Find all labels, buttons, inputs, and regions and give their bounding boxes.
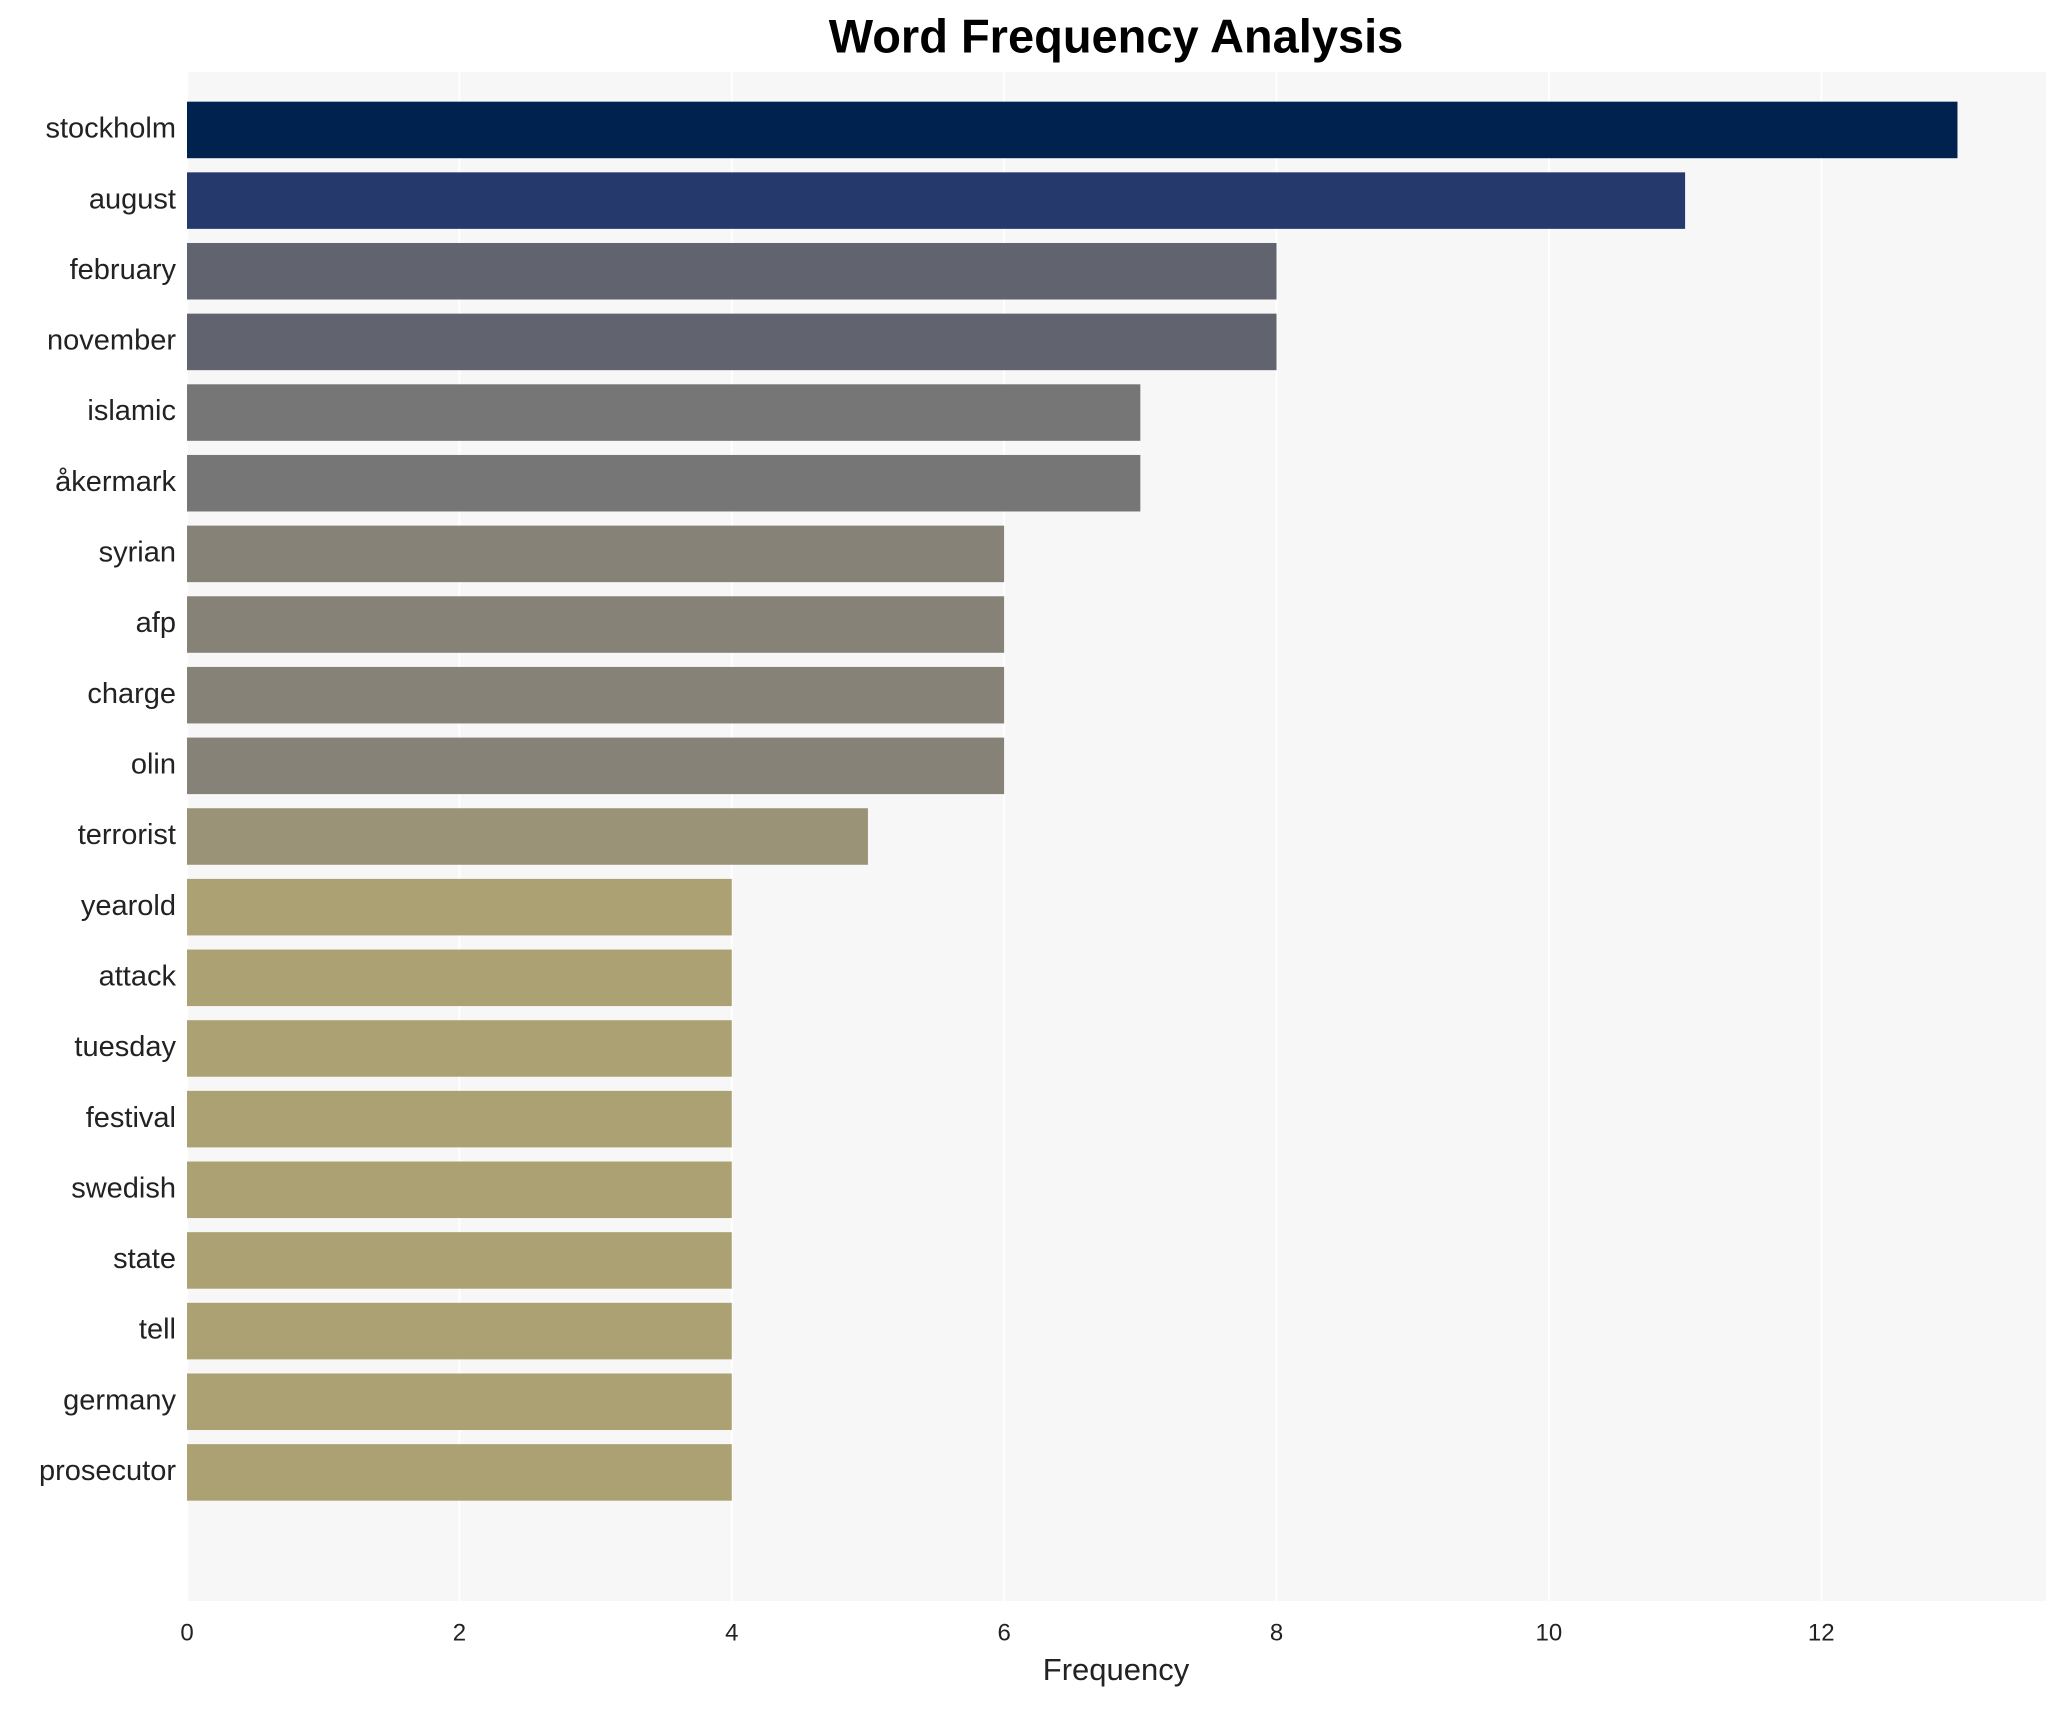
bar [187,172,1686,229]
y-tick-label: november [47,325,176,357]
x-tick-label: 0 [180,1619,193,1646]
bar [187,242,1277,300]
bar [187,1090,732,1148]
bar [187,313,1277,371]
y-tick-label: attack [99,960,177,992]
y-tick-label: terrorist [78,819,176,851]
bar [187,949,732,1007]
y-tick-label: yearold [81,890,176,922]
bar [187,101,1958,159]
y-tick-label: islamic [87,395,176,427]
bar [187,384,1141,441]
x-tick-label: 4 [725,1619,738,1646]
bar [187,1444,732,1501]
y-tick-label: syrian [99,537,176,569]
y-tick-label: swedish [71,1172,176,1204]
y-tick-label: olin [131,749,176,781]
y-tick-label: charge [87,678,176,710]
y-tick-label: afp [136,607,176,639]
bar [187,808,868,865]
bar [187,1232,732,1289]
bar [187,454,1141,512]
bar [187,1020,732,1077]
chart-title: Word Frequency Analysis [829,9,1404,62]
y-tick-label: festival [86,1102,176,1134]
bar [187,878,732,936]
y-tick-label: state [113,1243,176,1275]
y-tick-label: august [89,183,176,215]
x-tick-label: 6 [997,1619,1010,1646]
x-axis-label: Frequency [1043,1652,1190,1687]
x-tick-label: 12 [1808,1619,1835,1646]
y-tick-label: stockholm [45,113,176,145]
bar [187,737,1005,795]
bar [187,525,1005,583]
x-tick-label: 10 [1536,1619,1563,1646]
bar [187,666,1005,724]
y-tick-label: february [70,254,177,286]
x-tick-label: 8 [1270,1619,1283,1646]
y-tick-label: tell [139,1314,176,1346]
y-tick-label: tuesday [74,1031,176,1063]
y-tick-label: prosecutor [39,1455,176,1487]
y-tick-label: åkermark [55,466,176,498]
bar [187,596,1005,653]
x-tick-label: 2 [453,1619,466,1646]
y-tick-label: germany [63,1384,176,1416]
bar [187,1161,732,1219]
bar [187,1373,732,1431]
bar [187,1302,732,1360]
